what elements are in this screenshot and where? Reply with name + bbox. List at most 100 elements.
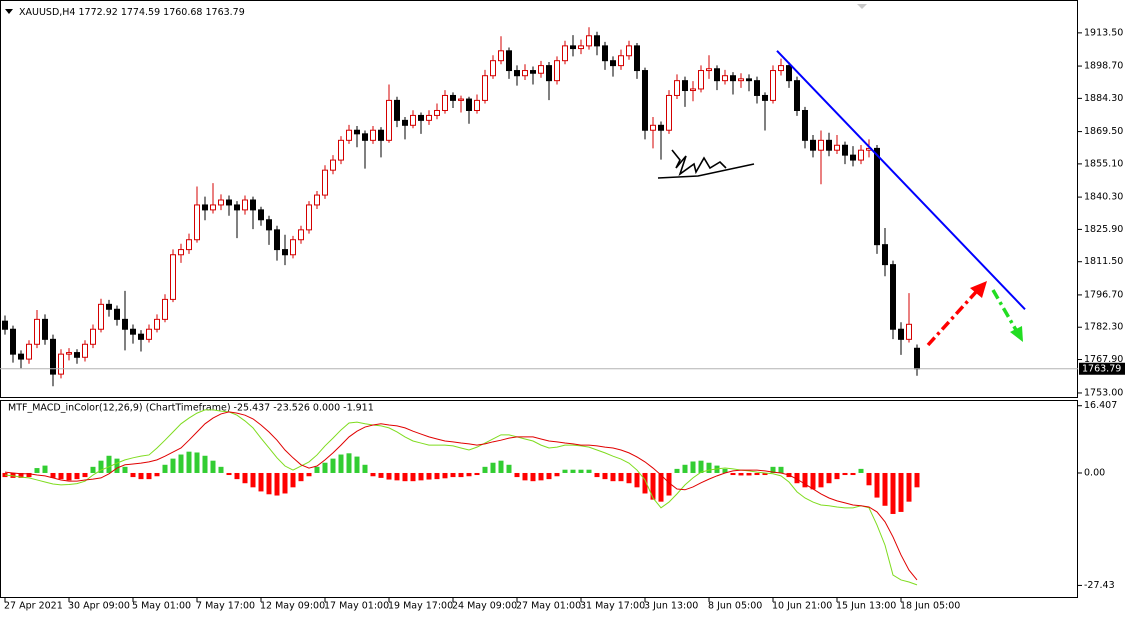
candle-body: [330, 159, 336, 171]
candle-body: [578, 45, 584, 50]
last-price-label: 1763.79: [1082, 363, 1121, 374]
down-arrow-head: [1010, 326, 1023, 342]
candle-body: [98, 303, 104, 330]
histogram-bar: [650, 472, 656, 500]
candle-body: [818, 139, 824, 151]
x-tick-label: 27 Apr 2021: [4, 601, 63, 612]
candle-body: [250, 199, 256, 211]
y-tick-label: 1840.30: [1084, 192, 1123, 203]
histogram-bar: [274, 472, 280, 496]
candle-body: [482, 75, 488, 101]
x-tick-label: 30 Apr 09:00: [68, 601, 130, 612]
candle-body: [186, 239, 192, 251]
histogram-bar: [146, 472, 152, 480]
candle-body: [746, 78, 752, 82]
candle-body: [194, 204, 200, 241]
candle-body: [682, 80, 688, 92]
candle-body: [826, 139, 832, 151]
candle-body: [842, 144, 848, 156]
candle-body: [546, 65, 552, 82]
candle-body: [434, 109, 440, 116]
candle-body: [42, 318, 48, 340]
candle-body: [562, 45, 568, 62]
candle-body: [474, 99, 480, 111]
x-tick-label: 31 May 17:00: [580, 601, 645, 612]
candle-body: [370, 129, 376, 141]
histogram-bar: [194, 452, 200, 473]
candle-body: [506, 50, 512, 72]
candle-body: [106, 303, 112, 310]
candle-body: [754, 80, 760, 96]
candle-body: [226, 199, 232, 206]
histogram-bar: [554, 472, 560, 477]
histogram-bar: [802, 472, 808, 488]
histogram-bar: [42, 465, 48, 473]
histogram-bar: [722, 468, 728, 473]
candle-body: [362, 133, 368, 141]
histogram-bar: [298, 472, 304, 482]
histogram-bar: [778, 466, 784, 473]
candle-body: [730, 75, 736, 82]
histogram-bar: [666, 472, 672, 496]
candle-body: [634, 45, 640, 72]
candle-body: [402, 119, 408, 126]
indicator-header: MTF_MACD_inColor(12,26,9) (ChartTimefram…: [8, 403, 374, 414]
candle-body: [466, 98, 472, 111]
candle-body: [874, 147, 880, 246]
candle-body: [650, 124, 656, 131]
histogram-bar: [586, 469, 592, 473]
candle-body: [850, 154, 856, 161]
candle-body: [378, 129, 384, 141]
histogram-bar: [914, 472, 920, 488]
y-tick-label: 16.407: [1084, 400, 1117, 411]
candle-body: [618, 55, 624, 67]
x-tick-label: 12 May 09:00: [260, 601, 325, 612]
candle-body: [162, 298, 168, 320]
histogram-bar: [18, 472, 24, 478]
histogram-bar: [506, 464, 512, 473]
candle-body: [138, 333, 144, 340]
histogram-bar: [530, 472, 536, 482]
candle-body: [58, 353, 64, 375]
y-tick-label: 1782.30: [1084, 322, 1123, 333]
candle-body: [762, 94, 768, 101]
histogram-bar: [482, 466, 488, 473]
histogram-bar: [290, 472, 296, 488]
histogram-bar: [434, 472, 440, 480]
candle-body: [594, 35, 600, 47]
histogram-bar: [826, 472, 832, 484]
y-tick-label: 1855.10: [1084, 158, 1123, 169]
candle-body: [314, 194, 320, 206]
candle-body: [898, 328, 904, 340]
chart-header: XAUUSD,H4 1772.92 1774.59 1760.68 1763.7…: [19, 7, 245, 18]
close: 1763.79: [205, 7, 244, 18]
histogram-bar: [114, 458, 120, 473]
x-tick-label: 8 Jun 05:00: [708, 601, 762, 612]
histogram-bar: [234, 472, 240, 480]
histogram-bar: [882, 472, 888, 506]
histogram-bar: [754, 472, 760, 476]
histogram-bar: [442, 472, 448, 479]
candle-body: [570, 45, 576, 50]
histogram-bar: [218, 466, 224, 473]
histogram-bar: [514, 472, 520, 478]
header-triangle: [5, 9, 13, 14]
histogram-bar: [730, 472, 736, 476]
x-tick-label: 10 Jun 21:00: [772, 601, 832, 612]
candle-body: [410, 114, 416, 126]
signature: [657, 149, 755, 179]
candle-body: [386, 99, 392, 141]
candle-body: [882, 244, 888, 266]
macd-panel-frame: [0, 400, 1078, 598]
candle-body: [498, 50, 504, 62]
histogram-bar: [458, 472, 464, 478]
high: 1774.59: [121, 7, 160, 18]
candle-body: [282, 249, 288, 256]
histogram-bar: [82, 472, 88, 478]
candle-body: [90, 328, 96, 345]
histogram-bar: [34, 468, 40, 473]
last-price-tag: [1079, 362, 1125, 375]
histogram-bar: [682, 464, 688, 473]
histogram-bar: [90, 466, 96, 473]
y-tick-label: 1913.50: [1084, 27, 1123, 38]
